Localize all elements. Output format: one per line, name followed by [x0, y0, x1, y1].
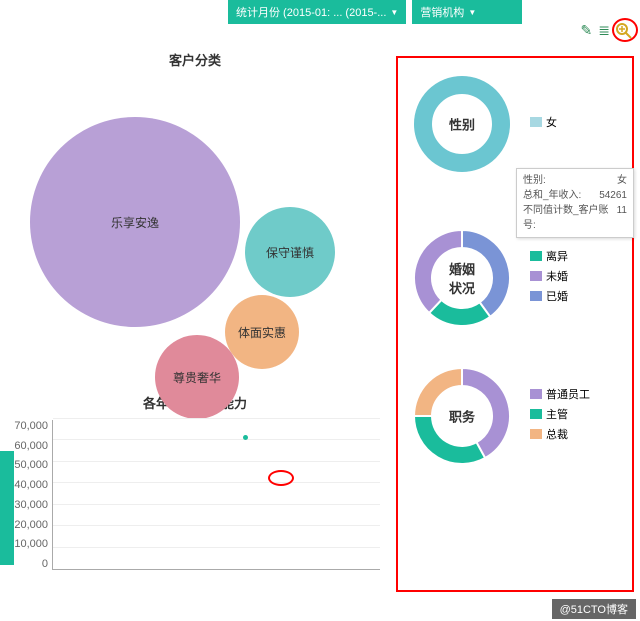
- marital-donut-label: 婚姻 状况: [449, 259, 475, 297]
- overflow-bar: [0, 451, 14, 565]
- legend-label: 普通员工: [546, 386, 590, 402]
- marital-donut[interactable]: 婚姻 状况: [402, 218, 522, 338]
- gender-legend: 女: [530, 114, 557, 134]
- y-tick: 40,000: [14, 479, 48, 491]
- chevron-down-icon: ▼: [390, 8, 398, 17]
- y-tick: 0: [42, 558, 48, 570]
- plot-area: [52, 420, 380, 570]
- legend-label: 未婚: [546, 268, 568, 284]
- bubble-尊贵奢华[interactable]: 尊贵奢华: [155, 335, 239, 419]
- bubble-体面实惠[interactable]: 体面实惠: [225, 295, 299, 369]
- legend-swatch: [530, 117, 542, 127]
- legend-swatch: [530, 409, 542, 419]
- bubble-chart-title: 客户分类: [0, 50, 390, 69]
- y-tick: 60,000: [14, 440, 48, 452]
- legend-swatch: [530, 389, 542, 399]
- tooltip-key-2: 总和_年收入:: [523, 188, 581, 203]
- y-tick: 20,000: [14, 519, 48, 531]
- zoom-in-icon[interactable]: [616, 23, 632, 39]
- marital-legend: 离异未婚已婚: [530, 248, 568, 308]
- legend-item[interactable]: 主管: [530, 406, 590, 422]
- y-tick: 10,000: [14, 538, 48, 550]
- legend-swatch: [530, 291, 542, 301]
- legend-label: 离异: [546, 248, 568, 264]
- gender-donut[interactable]: 性别: [402, 64, 522, 184]
- left-panel: 客户分类 乐享安逸保守谨慎体面实惠尊贵奢华 各年龄段消费能力 70,00060,…: [0, 50, 390, 590]
- watermark: @51CTO博客: [552, 599, 636, 619]
- legend-label: 总裁: [546, 426, 568, 442]
- top-filter-bar: 统计月份 (2015-01: ... (2015-... ▼ 营销机构 ▼: [220, 0, 640, 24]
- y-tick: 30,000: [14, 499, 48, 511]
- y-tick: 70,000: [14, 420, 48, 432]
- job-section: 职务 普通员工主管总裁: [402, 356, 628, 476]
- toolbar: ✎ ≣: [581, 22, 632, 39]
- list-icon[interactable]: ≣: [598, 22, 610, 39]
- bubble-保守谨慎[interactable]: 保守谨慎: [245, 207, 335, 297]
- org-filter-label: 营销机构: [420, 4, 464, 20]
- marital-section: 婚姻 状况 离异未婚已婚: [402, 218, 628, 338]
- job-donut-label: 职务: [449, 407, 475, 426]
- bubble-乐享安逸[interactable]: 乐享安逸: [30, 117, 240, 327]
- gender-donut-label: 性别: [449, 115, 475, 134]
- edit-icon[interactable]: ✎: [581, 22, 593, 39]
- legend-item[interactable]: 离异: [530, 248, 568, 264]
- gender-section: 性别 女: [402, 64, 628, 184]
- bar-chart[interactable]: 70,000 60,000 50,000 40,000 30,000 20,000 10,0…: [0, 420, 380, 590]
- chevron-down-icon: ▼: [468, 8, 476, 17]
- org-filter-dropdown[interactable]: 营销机构 ▼: [412, 0, 522, 24]
- legend-label: 主管: [546, 406, 568, 422]
- legend-item[interactable]: 总裁: [530, 426, 590, 442]
- bubble-chart[interactable]: 乐享安逸保守谨慎体面实惠尊贵奢华: [0, 77, 390, 387]
- legend-item[interactable]: 已婚: [530, 288, 568, 304]
- legend-swatch: [530, 271, 542, 281]
- legend-swatch: [530, 251, 542, 261]
- legend-label: 女: [546, 114, 557, 130]
- legend-label: 已婚: [546, 288, 568, 304]
- month-filter-label: 统计月份 (2015-01: ... (2015-...: [236, 4, 386, 20]
- legend-swatch: [530, 429, 542, 439]
- legend-item[interactable]: 普通员工: [530, 386, 590, 402]
- tooltip-val-2: 54261: [599, 188, 627, 203]
- job-donut[interactable]: 职务: [402, 356, 522, 476]
- legend-item[interactable]: 未婚: [530, 268, 568, 284]
- right-panel: 性别 女 性别:女 总和_年收入:54261 不同值计数_客户账号:11 婚姻 …: [396, 56, 634, 592]
- scatter-point[interactable]: [243, 435, 248, 440]
- y-tick: 50,000: [14, 459, 48, 471]
- tooltip-key-1: 性别:: [523, 173, 546, 188]
- job-legend: 普通员工主管总裁: [530, 386, 590, 446]
- tooltip-val-1: 女: [617, 173, 627, 188]
- legend-item[interactable]: 女: [530, 114, 557, 130]
- month-filter-dropdown[interactable]: 统计月份 (2015-01: ... (2015-... ▼: [228, 0, 406, 24]
